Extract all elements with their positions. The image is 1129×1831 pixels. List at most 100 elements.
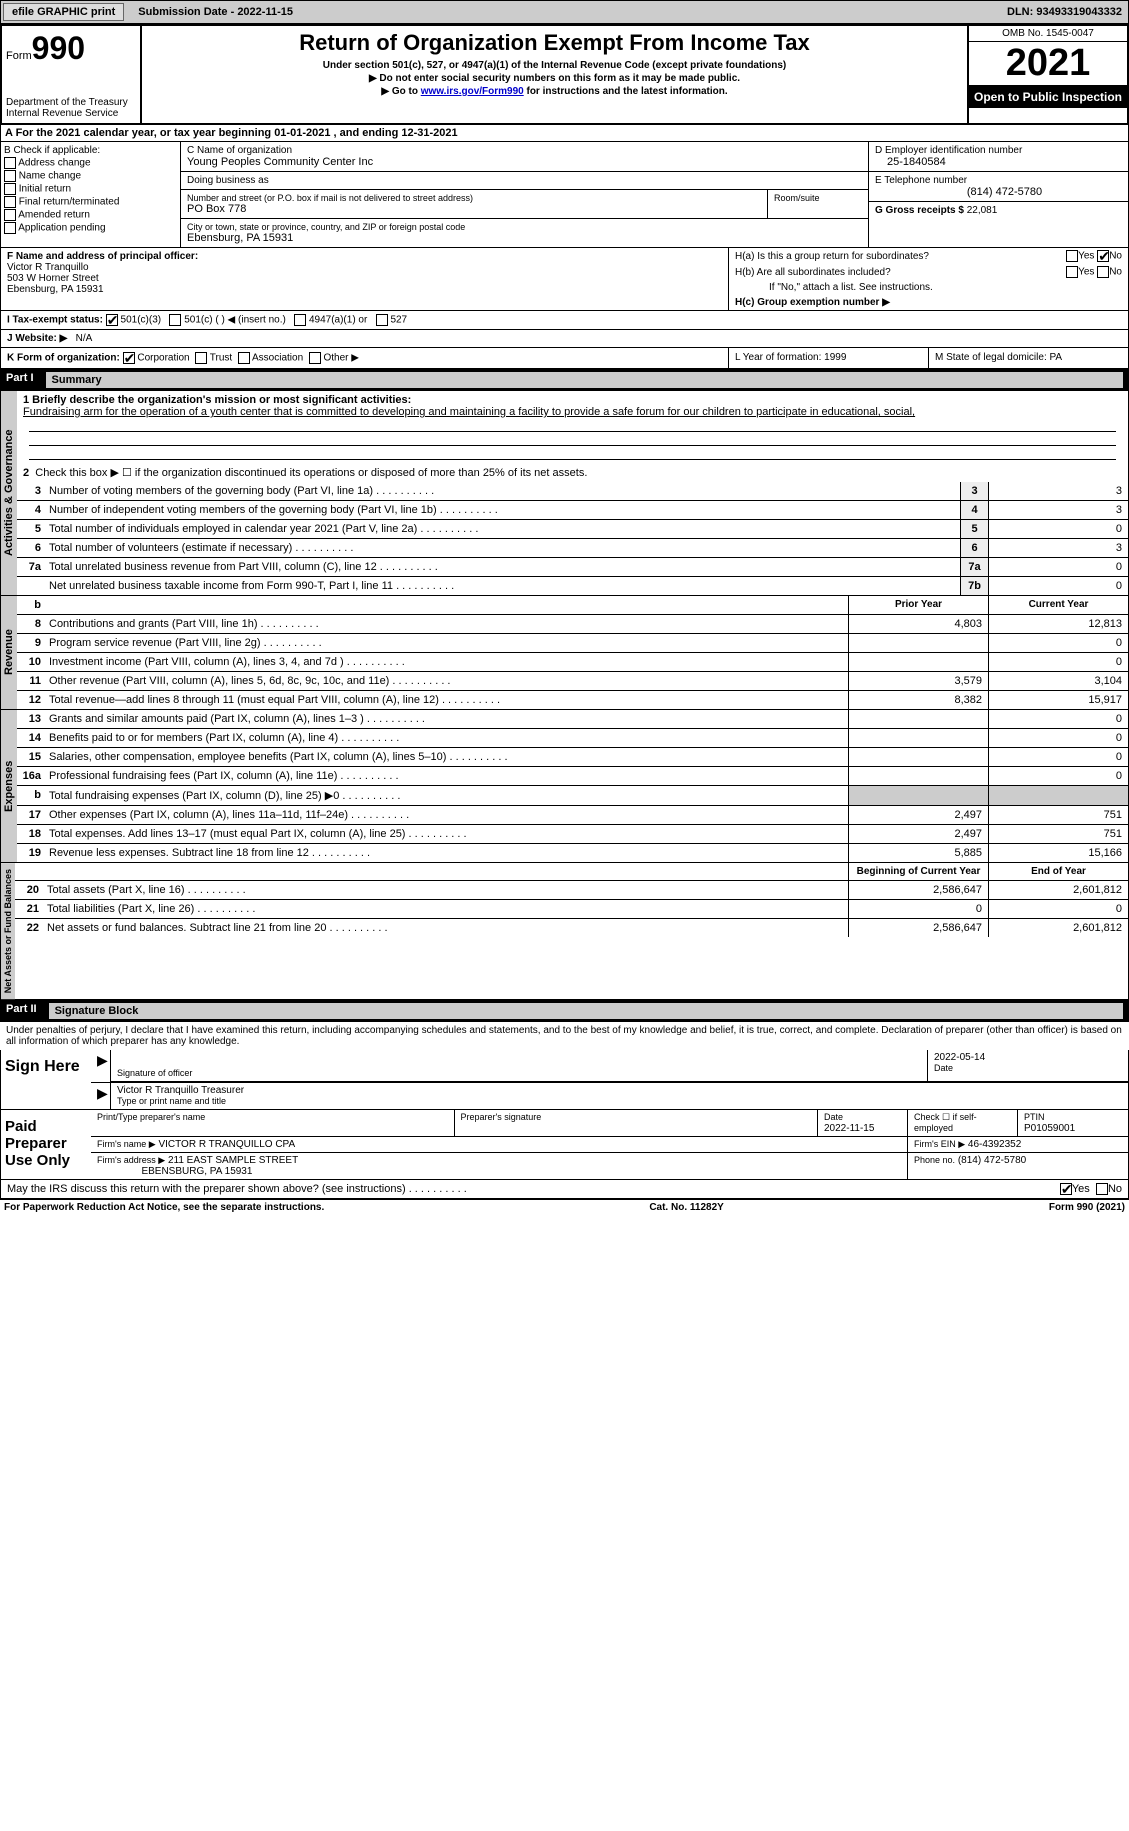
may-irs-discuss: May the IRS discuss this return with the… [0, 1180, 1129, 1199]
street: PO Box 778 [187, 203, 761, 215]
cb-hb-yes[interactable] [1066, 266, 1078, 278]
firm-phone: (814) 472-5780 [958, 1155, 1026, 1166]
dln-label: DLN: 93493319043332 [1007, 6, 1126, 18]
form-word: Form [6, 50, 32, 62]
cb-final-return[interactable] [4, 196, 16, 208]
col-b-checkboxes: B Check if applicable: Address change Na… [1, 142, 181, 247]
submission-date: Submission Date - 2022-11-15 [138, 6, 293, 18]
row-fh: F Name and address of principal officer:… [0, 248, 1129, 311]
cb-discuss-no[interactable] [1096, 1183, 1108, 1195]
col-d-ein: D Employer identification number25-18405… [868, 142, 1128, 247]
line-b: bTotal fundraising expenses (Part IX, co… [17, 786, 1128, 806]
side-governance: Activities & Governance [1, 391, 17, 595]
gov-line-6: 6Total number of volunteers (estimate if… [17, 539, 1128, 558]
header-mid: Return of Organization Exempt From Incom… [142, 26, 967, 123]
year-formation: L Year of formation: 1999 [728, 348, 928, 368]
cb-4947[interactable] [294, 314, 306, 326]
subtitle-3: ▶ Go to www.irs.gov/Form990 for instruct… [146, 86, 963, 97]
line-17: 17Other expenses (Part IX, column (A), l… [17, 806, 1128, 825]
cb-name-change[interactable] [4, 170, 16, 182]
officer-addr2: Ebensburg, PA 15931 [7, 284, 722, 295]
cb-assoc[interactable] [238, 352, 250, 364]
org-name: Young Peoples Community Center Inc [187, 156, 862, 168]
efile-button[interactable]: efile GRAPHIC print [3, 3, 124, 21]
cat-number: Cat. No. 11282Y [324, 1202, 1049, 1213]
part2-header: Part IISignature Block [0, 1000, 1129, 1022]
cb-501c[interactable] [169, 314, 181, 326]
line-22: 22Net assets or fund balances. Subtract … [15, 919, 1128, 937]
gross-receipts: 22,081 [967, 205, 998, 216]
line-13: 13Grants and similar amounts paid (Part … [17, 710, 1128, 729]
line-11: 11Other revenue (Part VIII, column (A), … [17, 672, 1128, 691]
paperwork-notice: For Paperwork Reduction Act Notice, see … [4, 1202, 324, 1213]
cb-address-change[interactable] [4, 157, 16, 169]
tax-year: 2021 [969, 42, 1127, 86]
subtitle-2: ▶ Do not enter social security numbers o… [146, 73, 963, 84]
line-10: 10Investment income (Part VIII, column (… [17, 653, 1128, 672]
line-19: 19Revenue less expenses. Subtract line 1… [17, 844, 1128, 862]
irs-link[interactable]: www.irs.gov/Form990 [421, 86, 524, 97]
cb-amended[interactable] [4, 209, 16, 221]
cb-discuss-yes[interactable] [1060, 1183, 1072, 1195]
cb-501c3[interactable] [106, 314, 118, 326]
part1-body: Activities & Governance 1 Briefly descri… [0, 391, 1129, 1000]
header-left: Form990 Department of the Treasury Inter… [2, 26, 142, 123]
gov-line-7a: 7aTotal unrelated business revenue from … [17, 558, 1128, 577]
form-page: Form 990 (2021) [1049, 1202, 1125, 1213]
col-c-org-info: C Name of organizationYoung Peoples Comm… [181, 142, 868, 247]
irs-label: Internal Revenue Service [6, 108, 136, 119]
sig-date: 2022-05-14 [934, 1052, 985, 1063]
ein: 25-1840584 [875, 156, 1122, 168]
cb-ha-no[interactable] [1097, 250, 1109, 262]
side-net-assets: Net Assets or Fund Balances [1, 863, 15, 999]
part1-header: Part ISummary [0, 369, 1129, 391]
signature-block: Sign Here ▶ Signature of officer 2022-05… [0, 1050, 1129, 1180]
cb-initial-return[interactable] [4, 183, 16, 195]
cb-app-pending[interactable] [4, 222, 16, 234]
line-16a: 16aProfessional fundraising fees (Part I… [17, 767, 1128, 786]
website: N/A [76, 333, 93, 344]
form-title: Return of Organization Exempt From Incom… [146, 30, 963, 56]
firm-ein: 46-4392352 [968, 1139, 1021, 1150]
firm-name: VICTOR R TRANQUILLO CPA [158, 1139, 295, 1150]
firm-addr2: EBENSBURG, PA 15931 [141, 1166, 252, 1177]
dept-treasury: Department of the Treasury [6, 97, 136, 108]
cb-corp[interactable] [123, 352, 135, 364]
line-18: 18Total expenses. Add lines 13–17 (must … [17, 825, 1128, 844]
page-footer: For Paperwork Reduction Act Notice, see … [0, 1199, 1129, 1215]
cb-527[interactable] [376, 314, 388, 326]
block-bcd: B Check if applicable: Address change Na… [0, 142, 1129, 248]
omb-number: OMB No. 1545-0047 [969, 26, 1127, 42]
phone: (814) 472-5780 [875, 186, 1122, 198]
cb-hb-no[interactable] [1097, 266, 1109, 278]
gov-line-4: 4Number of independent voting members of… [17, 501, 1128, 520]
cb-ha-yes[interactable] [1066, 250, 1078, 262]
sign-here-label: Sign Here [1, 1050, 91, 1109]
subtitle-1: Under section 501(c), 527, or 4947(a)(1)… [146, 60, 963, 71]
ptin: P01059001 [1024, 1123, 1075, 1134]
top-bar: efile GRAPHIC print Submission Date - 20… [0, 0, 1129, 24]
row-a-calendar-year: A For the 2021 calendar year, or tax yea… [0, 125, 1129, 142]
gov-line-5: 5Total number of individuals employed in… [17, 520, 1128, 539]
row-k-form-org: K Form of organization: Corporation Trus… [0, 348, 1129, 369]
form-number: 990 [32, 30, 85, 66]
perjury-declaration: Under penalties of perjury, I declare th… [0, 1022, 1129, 1050]
gov-line-: Net unrelated business taxable income fr… [17, 577, 1128, 595]
line-2: 2 Check this box ▶ ☐ if the organization… [17, 463, 1128, 482]
cb-trust[interactable] [195, 352, 207, 364]
line-14: 14Benefits paid to or for members (Part … [17, 729, 1128, 748]
public-inspection: Open to Public Inspection [969, 86, 1127, 108]
line-9: 9Program service revenue (Part VIII, lin… [17, 634, 1128, 653]
cb-other[interactable] [309, 352, 321, 364]
line-12: 12Total revenue—add lines 8 through 11 (… [17, 691, 1128, 709]
officer-addr1: 503 W Horner Street [7, 273, 722, 284]
col-h-group: H(a) Is this a group return for subordin… [728, 248, 1128, 310]
line-20: 20Total assets (Part X, line 16)2,586,64… [15, 881, 1128, 900]
line-8: 8Contributions and grants (Part VIII, li… [17, 615, 1128, 634]
mission-text: Fundraising arm for the operation of a y… [23, 406, 915, 418]
arrow-icon: ▶ [91, 1050, 111, 1082]
officer-name: Victor R Tranquillo [7, 262, 722, 273]
col-f-officer: F Name and address of principal officer:… [1, 248, 728, 310]
header-right: OMB No. 1545-0047 2021 Open to Public In… [967, 26, 1127, 123]
officer-type-name: Victor R Tranquillo Treasurer [117, 1085, 244, 1096]
